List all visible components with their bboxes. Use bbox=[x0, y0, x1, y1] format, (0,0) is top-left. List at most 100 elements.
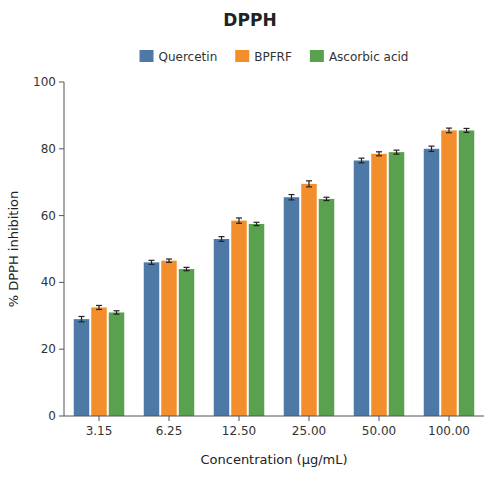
error-cap bbox=[236, 223, 242, 224]
x-tick-label: 3.15 bbox=[86, 424, 113, 438]
bar bbox=[144, 262, 160, 416]
y-tick-label: 20 bbox=[41, 342, 56, 356]
x-tick bbox=[99, 416, 100, 421]
error-cap bbox=[79, 316, 85, 317]
y-tick bbox=[59, 215, 64, 216]
bar bbox=[74, 319, 90, 416]
bar bbox=[109, 312, 125, 416]
error-bar bbox=[254, 222, 260, 225]
error-bar bbox=[376, 152, 382, 156]
error-cap bbox=[394, 150, 400, 151]
bar bbox=[91, 307, 107, 416]
error-bar bbox=[166, 259, 172, 262]
bar bbox=[441, 130, 457, 416]
x-tick bbox=[309, 416, 310, 421]
error-cap bbox=[306, 180, 312, 181]
series bbox=[109, 128, 475, 416]
x-tick-label: 25.00 bbox=[292, 424, 326, 438]
bars bbox=[74, 128, 475, 416]
y-tick bbox=[59, 416, 64, 417]
series bbox=[91, 128, 457, 416]
y-tick bbox=[59, 349, 64, 350]
error-cap bbox=[306, 186, 312, 187]
bar bbox=[319, 199, 335, 416]
error-bar bbox=[446, 128, 452, 133]
error-line bbox=[431, 146, 432, 151]
error-cap bbox=[446, 127, 452, 128]
error-cap bbox=[254, 225, 260, 226]
error-line bbox=[466, 128, 467, 132]
error-line bbox=[378, 152, 379, 156]
bar bbox=[284, 197, 300, 416]
error-bar bbox=[324, 197, 330, 200]
bar bbox=[424, 149, 440, 416]
bar bbox=[231, 221, 247, 416]
x-tick-label: 12.50 bbox=[222, 424, 256, 438]
error-cap bbox=[289, 199, 295, 200]
error-bar bbox=[464, 128, 470, 132]
error-cap bbox=[359, 162, 365, 163]
x-tick-label: 100.00 bbox=[428, 424, 470, 438]
y-tick-label: 0 bbox=[48, 409, 56, 423]
error-line bbox=[308, 181, 309, 187]
error-cap bbox=[446, 132, 452, 133]
legend-item: Ascorbic acid bbox=[310, 50, 409, 64]
error-line bbox=[238, 218, 239, 223]
y-tick-label: 100 bbox=[33, 75, 56, 89]
error-cap bbox=[324, 197, 330, 198]
x-tick bbox=[169, 416, 170, 421]
legend-label: Ascorbic acid bbox=[329, 50, 409, 64]
legend-item: BPFRF bbox=[235, 50, 292, 64]
error-cap bbox=[394, 154, 400, 155]
x-tick-label: 50.00 bbox=[362, 424, 396, 438]
x-axis-label: Concentration (μg/mL) bbox=[200, 452, 347, 467]
chart-svg: DPPH0204060801003.156.2512.5025.0050.001… bbox=[0, 0, 500, 482]
y-tick bbox=[59, 82, 64, 83]
error-cap bbox=[464, 132, 470, 133]
error-cap bbox=[219, 241, 225, 242]
error-cap bbox=[149, 260, 155, 261]
chart-container: DPPH0204060801003.156.2512.5025.0050.001… bbox=[0, 0, 500, 482]
y-tick-label: 80 bbox=[41, 142, 56, 156]
error-line bbox=[291, 195, 292, 200]
error-cap bbox=[429, 146, 435, 147]
chart-title: DPPH bbox=[223, 10, 276, 30]
legend-swatch bbox=[310, 50, 324, 62]
y-tick bbox=[59, 282, 64, 283]
error-cap bbox=[166, 262, 172, 263]
error-bar bbox=[96, 305, 102, 309]
error-bar bbox=[236, 218, 242, 223]
error-cap bbox=[96, 305, 102, 306]
error-bar bbox=[429, 146, 435, 151]
error-cap bbox=[254, 222, 260, 223]
error-cap bbox=[359, 158, 365, 159]
bar bbox=[249, 224, 265, 416]
bar bbox=[459, 130, 475, 416]
x-axis-line bbox=[64, 416, 484, 417]
legend-item: Quercetin bbox=[140, 50, 218, 64]
legend-label: BPFRF bbox=[254, 50, 292, 64]
x-tick bbox=[449, 416, 450, 421]
error-bar bbox=[289, 195, 295, 200]
error-cap bbox=[184, 270, 190, 271]
error-line bbox=[151, 260, 152, 264]
error-bar bbox=[394, 150, 400, 154]
legend-swatch bbox=[140, 50, 154, 62]
error-cap bbox=[219, 236, 225, 237]
error-cap bbox=[376, 155, 382, 156]
error-bar bbox=[306, 181, 312, 187]
y-tick bbox=[59, 148, 64, 149]
y-axis-line bbox=[64, 82, 65, 416]
bar bbox=[389, 152, 405, 416]
y-tick-label: 40 bbox=[41, 275, 56, 289]
legend-swatch bbox=[235, 50, 249, 62]
bar bbox=[301, 184, 317, 416]
legend-label: Quercetin bbox=[159, 50, 218, 64]
error-cap bbox=[429, 151, 435, 152]
error-bar bbox=[149, 260, 155, 264]
error-cap bbox=[236, 217, 242, 218]
error-bar bbox=[219, 237, 225, 242]
error-cap bbox=[289, 194, 295, 195]
error-line bbox=[361, 158, 362, 163]
series bbox=[74, 146, 440, 416]
